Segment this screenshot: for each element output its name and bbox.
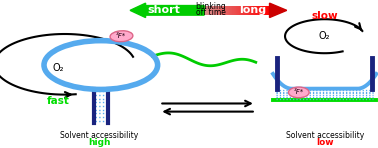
Bar (257, 5, 259, 15)
Bar (256, 5, 257, 15)
Bar (267, 5, 269, 15)
Bar (234, 5, 235, 15)
Bar (238, 5, 239, 15)
Bar (248, 5, 249, 15)
Bar (205, 5, 207, 15)
Bar (216, 5, 218, 15)
Bar (241, 5, 243, 15)
Text: off time: off time (196, 8, 226, 17)
Bar (230, 5, 232, 15)
Bar (215, 5, 217, 15)
Bar (220, 5, 222, 15)
Bar (225, 5, 226, 15)
Bar (237, 5, 238, 15)
Bar (209, 5, 210, 15)
Text: high: high (88, 138, 110, 147)
Text: blinking: blinking (196, 2, 226, 11)
Bar (243, 5, 245, 15)
FancyArrow shape (130, 3, 204, 18)
Bar (252, 5, 254, 15)
Bar (264, 5, 265, 15)
Bar (256, 5, 258, 15)
Bar (218, 5, 220, 15)
Text: ³F*: ³F* (116, 33, 126, 39)
Bar (226, 5, 227, 15)
Bar (261, 5, 262, 15)
Bar (259, 5, 260, 15)
Bar (213, 5, 214, 15)
FancyArrow shape (270, 3, 287, 18)
Bar (219, 5, 221, 15)
Bar (239, 5, 240, 15)
Bar (245, 5, 246, 15)
Text: low: low (316, 138, 333, 147)
Bar (262, 5, 263, 15)
Text: ³F*: ³F* (294, 89, 304, 95)
Bar (236, 5, 237, 15)
Bar (227, 5, 228, 15)
Bar (268, 5, 270, 15)
Bar (260, 5, 261, 15)
Bar (232, 5, 234, 15)
Ellipse shape (288, 87, 309, 98)
Bar (266, 5, 268, 15)
Ellipse shape (110, 31, 133, 42)
Text: long: long (239, 5, 266, 15)
Bar (223, 5, 224, 15)
Bar (250, 5, 251, 15)
Bar (235, 5, 236, 15)
Text: Solvent accessibility: Solvent accessibility (60, 131, 138, 140)
Bar (242, 5, 244, 15)
Bar (229, 5, 231, 15)
Bar (251, 5, 253, 15)
Bar (204, 5, 206, 15)
Bar (254, 5, 256, 15)
Bar (263, 5, 265, 15)
Bar (224, 5, 225, 15)
Bar (217, 5, 218, 15)
Bar (249, 5, 250, 15)
Text: short: short (147, 5, 180, 15)
Bar (240, 5, 242, 15)
Bar (253, 5, 255, 15)
Text: Solvent accessibility: Solvent accessibility (285, 131, 364, 140)
Bar (246, 5, 247, 15)
Bar (209, 5, 211, 15)
Bar (228, 5, 229, 15)
Bar (222, 5, 223, 15)
Text: slow: slow (311, 11, 338, 21)
Bar (206, 5, 208, 15)
Text: O₂: O₂ (319, 31, 330, 41)
Bar (214, 5, 215, 15)
Bar (211, 5, 212, 15)
Bar (208, 5, 209, 15)
Text: O₂: O₂ (53, 63, 64, 73)
Bar (231, 5, 233, 15)
Text: fast: fast (47, 95, 70, 106)
Bar (246, 5, 248, 15)
Bar (265, 5, 266, 15)
Bar (212, 5, 213, 15)
